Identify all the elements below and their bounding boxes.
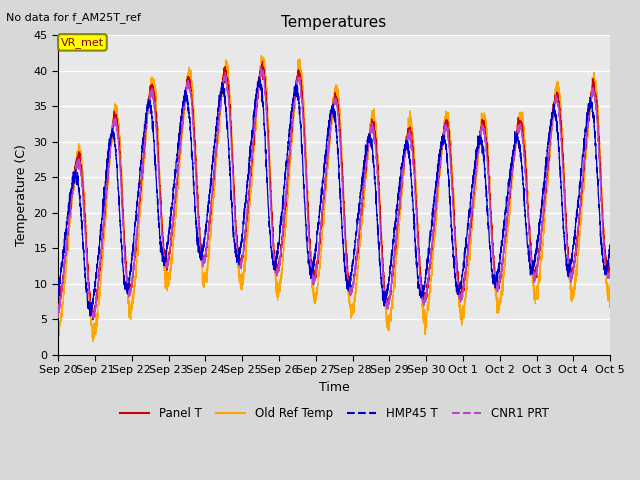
Y-axis label: Temperature (C): Temperature (C) — [15, 144, 28, 246]
Title: Temperatures: Temperatures — [282, 15, 387, 30]
Legend: Panel T, Old Ref Temp, HMP45 T, CNR1 PRT: Panel T, Old Ref Temp, HMP45 T, CNR1 PRT — [115, 402, 554, 425]
X-axis label: Time: Time — [319, 381, 349, 394]
Text: VR_met: VR_met — [61, 37, 104, 48]
Text: No data for f_AM25T_ref: No data for f_AM25T_ref — [6, 12, 141, 23]
